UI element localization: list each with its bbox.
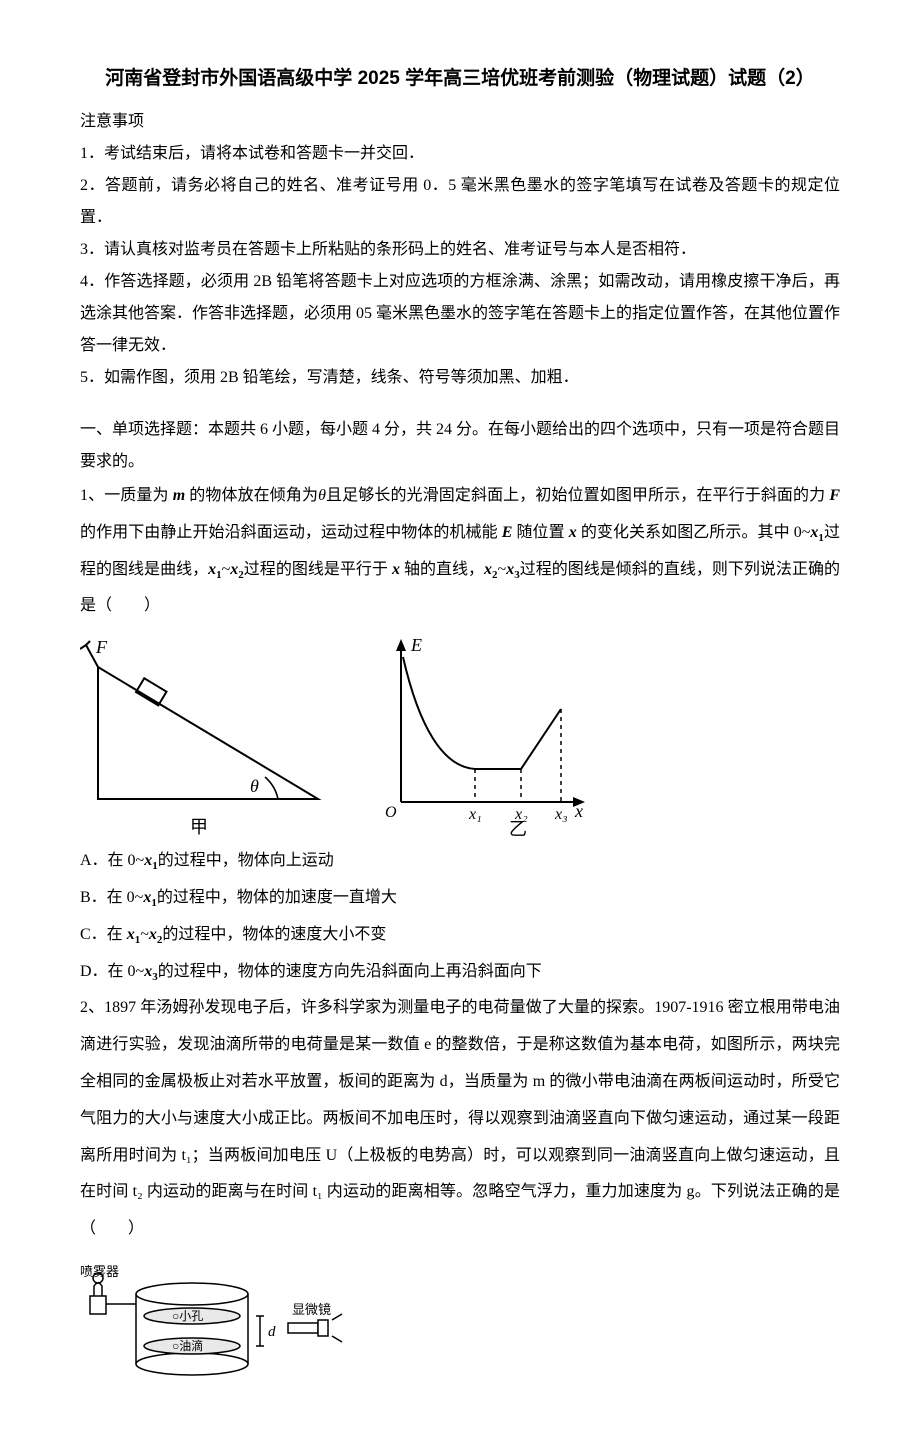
q1-fig-right: E O x₁ x₂ x₃ x 乙 (371, 637, 591, 837)
q1-opt-c-x1: x (127, 926, 135, 943)
q1-opt-c-x2: x (149, 926, 157, 943)
notice-4: 4．作答选择题，必须用 2B 铅笔将答题卡上对应选项的方框涂满、涂黑；如需改动，… (80, 266, 840, 362)
q1-x3: x (506, 561, 514, 578)
q2-fig-microscope-label: 显微镜 (292, 1302, 331, 1317)
q1-x1-b: x (208, 561, 216, 578)
q1-fig-right-caption: 乙 (509, 819, 527, 837)
q1-fig-right-x1: x₁ (468, 806, 482, 823)
q1-opt-a-head: A．在 0~ (80, 852, 144, 869)
q1-stem: 1、一质量为 m 的物体放在倾角为θ且足够长的光滑固定斜面上，初始位置如图甲所示… (80, 478, 840, 625)
q1-option-d: D．在 0~x3的过程中，物体的速度方向先沿斜面向上再沿斜面向下 (80, 954, 840, 991)
q1-figures-row: F θ 甲 E O x₁ x₂ (80, 637, 840, 837)
q1-text-k: ~ (498, 561, 507, 578)
q1-fig-left: F θ 甲 (80, 637, 335, 837)
q2-stem: 2、1897 年汤姆孙发现电子后，许多科学家为测量电子的电荷量做了大量的探索。1… (80, 990, 840, 1248)
q1-text-c: 且足够长的光滑固定斜面上，初始位置如图甲所示，在平行于斜面的力 (326, 487, 829, 504)
q1-fig-right-xlabel: x (574, 801, 583, 821)
q1-opt-d-tail: 的过程中，物体的速度方向先沿斜面向上再沿斜面向下 (158, 963, 542, 980)
q1-text-d: 的作用下由静止开始沿斜面运动，运动过程中物体的机械能 (80, 524, 502, 541)
q1-option-b: B．在 0~x1的过程中，物体的加速度一直增大 (80, 880, 840, 917)
q2-fig-sprayer-label: 喷雾器 (80, 1264, 119, 1279)
q1-var-x2: x (392, 561, 400, 578)
q1-text-a: 1、一质量为 (80, 487, 173, 504)
q1-opt-b-head: B．在 0~ (80, 889, 143, 906)
q1-text-h: ~ (222, 561, 231, 578)
q1-text-f: 的变化关系如图乙所示。其中 0~ (577, 524, 811, 541)
notice-3: 3．请认真核对监考员在答题卡上所粘贴的条形码上的姓名、准考证号与本人是否相符． (80, 234, 840, 266)
q1-x2-b: x (484, 561, 492, 578)
q1-fig-left-label-theta: θ (250, 776, 259, 796)
q1-var-x: x (569, 524, 577, 541)
notice-5: 5．如需作图，须用 2B 铅笔绘，写清楚，线条、符号等须加黑、加粗． (80, 362, 840, 394)
q2-fig-d-label: d (268, 1324, 276, 1340)
q1-text-e: 随位置 (512, 524, 568, 541)
q1-opt-c-head: C．在 (80, 926, 127, 943)
q1-opt-b-tail: 的过程中，物体的加速度一直增大 (157, 889, 397, 906)
q1-option-a: A．在 0~x1的过程中，物体向上运动 (80, 843, 840, 880)
q1-text-i: 过程的图线是平行于 (244, 561, 392, 578)
q1-var-F: F (829, 487, 840, 504)
q1-fig-right-ylabel: E (410, 637, 422, 655)
notice-1: 1．考试结束后，请将本试卷和答题卡一并交回． (80, 138, 840, 170)
q1-text-j: 轴的直线， (400, 561, 484, 578)
q2-figure: 喷雾器 ○小孔 ○油滴 d 显微镜 (80, 1258, 840, 1388)
q2-fig-drop-label: ○油滴 (172, 1338, 203, 1353)
notice-label: 注意事项 (80, 106, 840, 138)
q1-var-theta: θ (318, 487, 326, 504)
q1-var-E: E (502, 524, 513, 541)
q1-var-m: m (173, 487, 185, 504)
section-1-header: 一、单项选择题：本题共 6 小题，每小题 4 分，共 24 分。在每小题给出的四… (80, 414, 840, 478)
q1-fig-right-origin: O (385, 804, 397, 821)
q2-fig-hole-label: ○小孔 (172, 1309, 203, 1323)
q1-option-c: C．在 x1~x2的过程中，物体的速度大小不变 (80, 917, 840, 954)
q1-fig-left-label-f: F (95, 637, 108, 657)
q1-opt-a-tail: 的过程中，物体向上运动 (158, 852, 334, 869)
q1-fig-left-caption: 甲 (190, 817, 208, 837)
q1-opt-c-mid: ~ (140, 926, 149, 943)
exam-title: 河南省登封市外国语高级中学 2025 学年高三培优班考前测验（物理试题）试题（2… (80, 60, 840, 98)
notice-2: 2．答题前，请务必将自己的姓名、准考证号用 0．5 毫米黑色墨水的签字笔填写在试… (80, 170, 840, 234)
q1-opt-c-tail: 的过程中，物体的速度大小不变 (162, 926, 386, 943)
q1-text-b: 的物体放在倾角为 (185, 487, 318, 504)
q1-fig-right-x3: x₃ (554, 806, 568, 823)
q1-opt-d-head: D．在 0~ (80, 963, 144, 980)
